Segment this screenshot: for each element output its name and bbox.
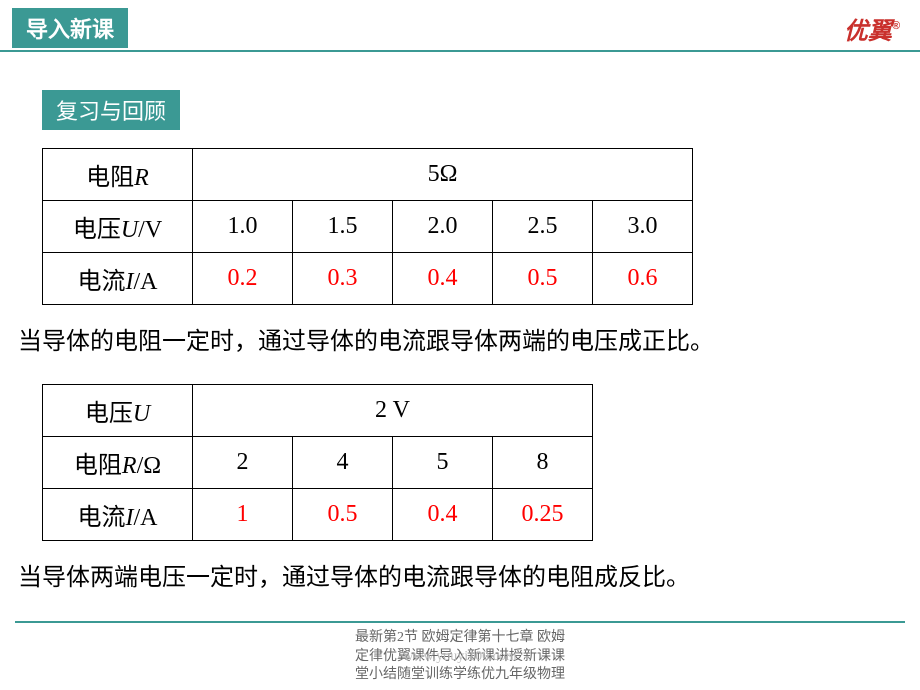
- row-label-voltage: 电压U/V: [43, 201, 193, 253]
- table-resistance-fixed: 电阻R 5Ω 电压U/V 1.0 1.5 2.0 2.5 3.0 电流I/A 0…: [42, 148, 693, 305]
- voltage-cell: 1.5: [293, 201, 393, 253]
- row-label-current: 电流I/A: [43, 489, 193, 541]
- resistance-cell: 2: [193, 437, 293, 489]
- section-title-badge: 复习与回顾: [42, 90, 180, 130]
- voltage-cell: 2.5: [493, 201, 593, 253]
- page-footer: 最新第2节 欧姆定律第十七章 欧姆 定律优翼课件导入新课讲授新课课 www.yo…: [0, 621, 920, 684]
- row-label-resistance: 电阻R/Ω: [43, 437, 193, 489]
- logo-text: 优翼: [844, 18, 892, 45]
- conclusion-paragraph-1: 当导体的电阻一定时，通过导体的电流跟导体两端的电压成正比。: [18, 327, 902, 358]
- header-divider: [0, 50, 920, 52]
- table1-wrap: 电阻R 5Ω 电压U/V 1.0 1.5 2.0 2.5 3.0 电流I/A 0…: [42, 148, 920, 305]
- current-cell: 0.25: [493, 489, 593, 541]
- current-cell: 0.6: [593, 253, 693, 305]
- resistance-cell: 4: [293, 437, 393, 489]
- table-row: 电压U 2 V: [43, 385, 593, 437]
- current-cell: 0.5: [493, 253, 593, 305]
- current-cell: 0.4: [393, 489, 493, 541]
- merged-resistance-value: 5Ω: [193, 149, 693, 201]
- page-header: 导入新课 优翼®: [0, 0, 920, 48]
- current-cell: 0.2: [193, 253, 293, 305]
- merged-voltage-value: 2 V: [193, 385, 593, 437]
- table-row: 电流I/A 0.2 0.3 0.4 0.5 0.6: [43, 253, 693, 305]
- footer-text-1: 最新第2节 欧姆定律第十七章 欧姆: [0, 629, 920, 647]
- lesson-tab: 导入新课: [12, 8, 128, 48]
- resistance-cell: 8: [493, 437, 593, 489]
- row-label-voltage: 电压U: [43, 385, 193, 437]
- conclusion-paragraph-2: 当导体两端电压一定时，通过导体的电流跟导体的电阻成反比。: [18, 563, 902, 594]
- table-row: 电阻R/Ω 2 4 5 8: [43, 437, 593, 489]
- voltage-cell: 3.0: [593, 201, 693, 253]
- footer-text-3: 堂小结随堂训练学练优九年级物理: [0, 666, 920, 684]
- brand-logo: 优翼®: [844, 11, 900, 46]
- logo-registered: ®: [892, 20, 900, 32]
- resistance-cell: 5: [393, 437, 493, 489]
- table-voltage-fixed: 电压U 2 V 电阻R/Ω 2 4 5 8 电流I/A 1 0.5 0.4 0.…: [42, 384, 593, 541]
- table-row: 电流I/A 1 0.5 0.4 0.25: [43, 489, 593, 541]
- current-cell: 0.4: [393, 253, 493, 305]
- row-label-resistance: 电阻R: [43, 149, 193, 201]
- footer-divider: [15, 621, 905, 623]
- table-row: 电阻R 5Ω: [43, 149, 693, 201]
- table-row: 电压U/V 1.0 1.5 2.0 2.5 3.0: [43, 201, 693, 253]
- voltage-cell: 1.0: [193, 201, 293, 253]
- row-label-current: 电流I/A: [43, 253, 193, 305]
- current-cell: 1: [193, 489, 293, 541]
- current-cell: 0.5: [293, 489, 393, 541]
- table2-wrap: 电压U 2 V 电阻R/Ω 2 4 5 8 电流I/A 1 0.5 0.4 0.…: [42, 384, 920, 541]
- voltage-cell: 2.0: [393, 201, 493, 253]
- watermark-url: www.youyi100.com: [0, 648, 920, 666]
- current-cell: 0.3: [293, 253, 393, 305]
